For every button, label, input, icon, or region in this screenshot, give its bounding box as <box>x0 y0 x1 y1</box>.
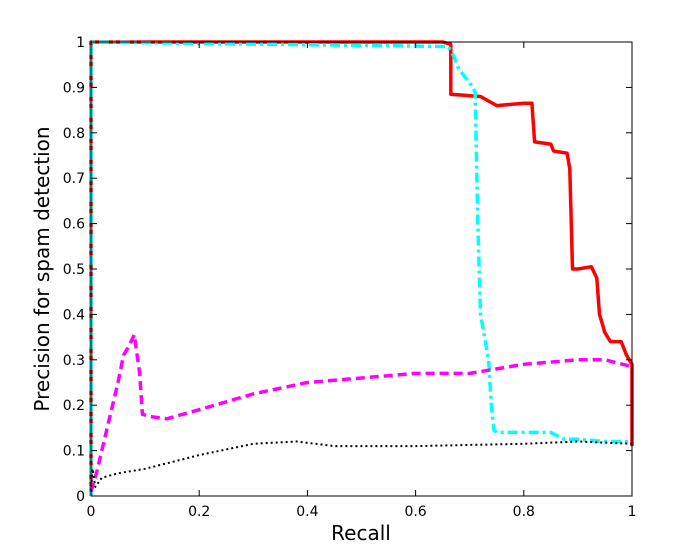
y-tick-label: 0.2 <box>63 398 85 414</box>
y-tick-label: 0.7 <box>63 171 85 187</box>
x-tick-label: 0 <box>87 504 96 520</box>
y-tick-label: 0.9 <box>63 80 85 96</box>
y-tick-label: 0.5 <box>63 262 85 278</box>
series-line-dashed <box>89 333 633 492</box>
x-tick-label: 0.4 <box>296 504 318 520</box>
x-tick-label: 0.2 <box>188 504 210 520</box>
y-tick-label: 0 <box>76 489 85 505</box>
series-line-dashdot <box>89 40 632 496</box>
x-axis-label: Recall <box>331 521 391 545</box>
series-line-dotted <box>90 440 633 492</box>
plot-area-frame <box>90 41 633 497</box>
ticks-layer: 0 0.2 0.4 0.6 0.8 1 0 0.1 0.2 0.3 0.4 0.5 0.6 0.7 0.8 0… <box>63 35 637 520</box>
y-axis-label: Precision for spam detection <box>30 126 54 411</box>
y-tick-label: 0.1 <box>63 444 85 460</box>
y-tick-label: 1 <box>76 35 85 51</box>
x-tick-label: 0.6 <box>404 504 426 520</box>
x-tick-label: 1 <box>628 504 637 520</box>
y-tick-label: 0.6 <box>63 217 85 233</box>
y-tick-label: 0.3 <box>63 353 85 369</box>
x-tick-label: 0.8 <box>513 504 535 520</box>
y-tick-label: 0.8 <box>63 126 85 142</box>
y-tick-label: 0.4 <box>63 307 85 323</box>
curves-layer <box>89 40 634 496</box>
series-line-solid <box>89 40 634 496</box>
